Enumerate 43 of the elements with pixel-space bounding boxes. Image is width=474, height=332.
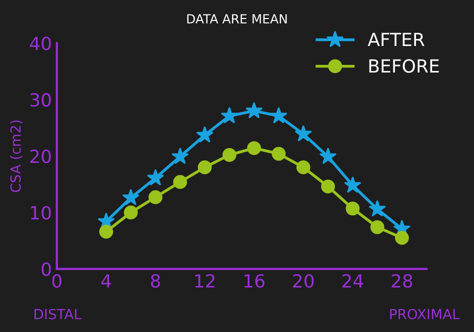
x-tick-label: 16 (244, 274, 264, 288)
point (173, 175, 188, 189)
point (172, 148, 189, 164)
point (272, 146, 286, 161)
x-tick-label: 12 (195, 274, 214, 288)
point (99, 224, 114, 239)
x-tick-label: 4 (101, 274, 111, 288)
legend-label: BEFORE (369, 59, 439, 73)
point (220, 106, 238, 124)
y-tick-label: 0 (42, 262, 51, 276)
point (222, 148, 236, 162)
point (146, 169, 164, 186)
y-tick-label: 30 (30, 93, 51, 107)
point (247, 141, 262, 156)
chart-title: DATA ARE MEAN (187, 14, 287, 24)
x-tick-label: 24 (342, 274, 364, 288)
legend-label: AFTER (368, 32, 424, 46)
y-tick-label: 10 (31, 206, 51, 220)
y-tick-label: 20 (30, 150, 51, 164)
point (122, 188, 140, 206)
x-tick-label: 28 (392, 274, 412, 288)
y-axis-title: CSA (cm2) (10, 120, 22, 192)
point (294, 125, 312, 142)
point (245, 102, 263, 118)
text: DISTAL (34, 308, 82, 320)
point (395, 230, 409, 245)
point (148, 190, 162, 204)
x-tick-label: 20 (293, 274, 314, 288)
y-tick-label: 40 (30, 36, 51, 50)
point (370, 220, 384, 234)
point (368, 200, 386, 217)
x-tick-label: 8 (150, 274, 160, 288)
text: PROXIMAL (390, 308, 460, 320)
point (124, 206, 138, 220)
point (344, 176, 362, 193)
point (319, 148, 337, 164)
x-tick-label: 0 (52, 274, 62, 288)
point (321, 180, 335, 194)
point (346, 202, 360, 216)
point (198, 160, 212, 174)
point (270, 106, 288, 124)
point (296, 160, 310, 174)
point (196, 126, 214, 143)
